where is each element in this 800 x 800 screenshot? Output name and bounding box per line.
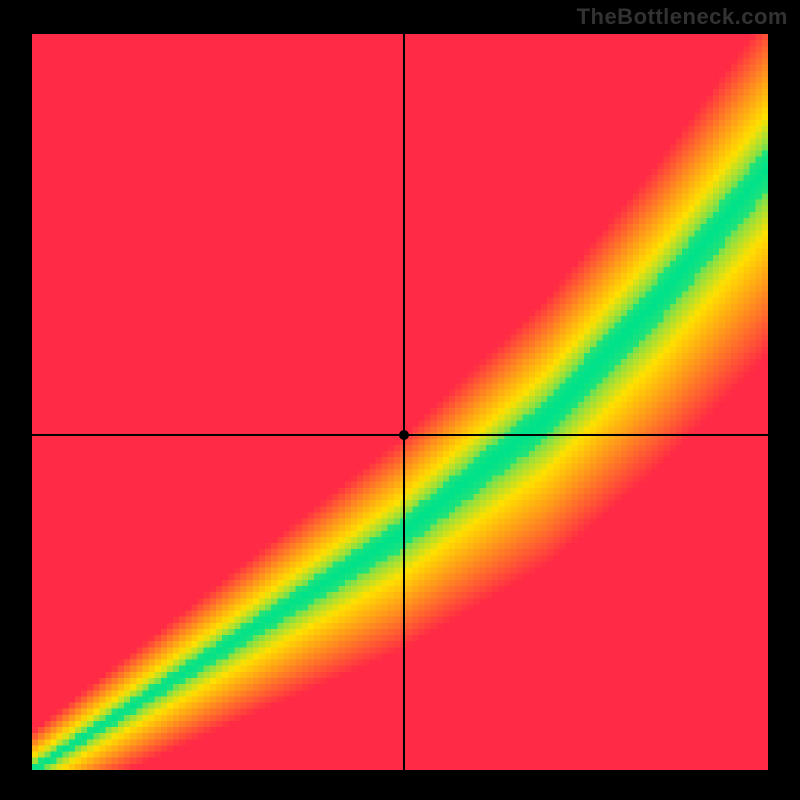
heatmap-canvas bbox=[32, 34, 768, 770]
attribution-text: TheBottleneck.com bbox=[577, 4, 788, 30]
bottleneck-marker bbox=[399, 430, 409, 440]
heatmap-plot bbox=[32, 34, 768, 770]
crosshair-vertical bbox=[403, 34, 405, 770]
